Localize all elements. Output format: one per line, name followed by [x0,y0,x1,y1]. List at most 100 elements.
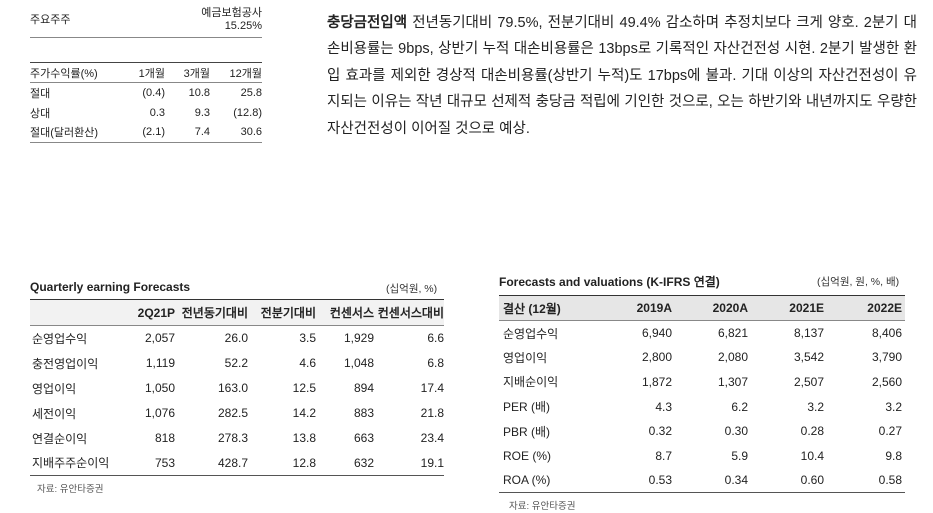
cell: 1,119 [145,356,175,370]
table-row: 지배주주순이익 753 428.7 12.8 632 19.1 [30,451,444,476]
cell: 3,542 [793,350,824,365]
cell: 2,057 [144,331,175,346]
table-row: PBR (배) 0.32 0.30 0.28 0.27 [499,419,905,444]
header-cell: 주가수익률(%) [30,67,98,80]
cell: 0.30 [724,424,748,439]
cell: 12.5 [292,381,316,395]
cell: 3.2 [807,399,824,414]
forecast-valuation-table: 결산 (12월) 2019A 2020A 2021E 2022E 순영업수익 6,… [499,295,905,493]
row-label: 영업이익 [32,381,77,396]
row-label: 영업이익 [503,350,548,365]
cell: 5.9 [731,448,748,463]
cell: (0.4) [142,86,165,99]
header-cell: 전분기대비 [260,306,316,320]
cell: 6.6 [427,331,444,346]
header-cell: 12개월 [229,67,262,80]
row-label: 상대 [30,107,51,120]
shareholder-name: 예금보험공사 [201,7,262,19]
header-cell: 컨센서스대비 [377,306,444,320]
table-row: 상대 0.3 9.3 (12.8) [30,103,262,123]
cell: 4.3 [655,399,672,414]
cell: 2,507 [793,374,824,389]
cell: 12.8 [292,455,316,470]
commentary-paragraph: 충당금전입액 전년동기대비 79.5%, 전분기대비 49.4% 감소하며 추정… [327,10,917,142]
cell: 19.1 [420,455,444,470]
forecast-table-title: Forecasts and valuations (K-IFRS 연결) [499,275,720,289]
row-label: ROE (%) [503,448,551,463]
paragraph-text: 전년동기대비 79.5%, 전분기대비 49.4% 감소하며 추정치보다 크게 … [327,15,917,137]
cell: 7.4 [194,126,210,139]
shareholder-label: 주요주주 [30,14,71,26]
table-row: 순영업수익 2,057 26.0 3.5 1,929 6.6 [30,326,444,351]
cell: 52.2 [224,356,248,370]
table-row: 지배순이익 1,872 1,307 2,507 2,560 [499,370,905,395]
cell: 3.2 [885,399,902,414]
table-row: 순영업수익 6,940 6,821 8,137 8,406 [499,321,905,346]
row-label: 순영업수익 [32,331,88,346]
table-row: 연결순이익 818 278.3 13.8 663 23.4 [30,426,444,451]
cell: 1,076 [144,406,175,420]
table-row: 영업이익 1,050 163.0 12.5 894 17.4 [30,376,444,401]
header-cell: 3개월 [183,67,210,80]
cell: 1,929 [343,331,374,346]
row-label: ROA (%) [503,473,551,488]
row-label: 지배주주순이익 [32,456,110,471]
cell: 1,307 [717,374,748,389]
cell: 2,080 [717,350,748,365]
cell: 163.0 [217,381,248,395]
row-label: 절대 [30,87,51,100]
cell: 3.5 [299,331,316,346]
quarterly-source: 자료: 유안타증권 [37,484,104,495]
cell: 3,790 [871,350,902,365]
table-row: 충전영업이익 1,119 52.2 4.6 1,048 6.8 [30,351,444,376]
cell: 2,800 [641,350,672,365]
table-row: 세전이익 1,076 282.5 14.2 883 21.8 [30,401,444,426]
cell: 0.3 [149,106,165,119]
row-label: 순영업수익 [503,326,559,341]
quarterly-table-title: Quarterly earning Forecasts [30,280,191,294]
cell: 0.32 [648,424,672,439]
table-row: ROA (%) 0.53 0.34 0.60 0.58 [499,468,905,493]
row-label: 연결순이익 [32,431,88,446]
header-cell: 결산 (12월) [503,301,561,316]
header-cell: 1개월 [138,67,165,80]
row-label: 충전영업이익 [32,356,99,371]
cell: 753 [154,455,175,470]
row-label: PBR (배) [503,424,551,439]
cell: 1,048 [343,356,374,370]
cell: 6.8 [427,356,444,370]
cell: 25.8 [240,86,262,99]
cell: 2,560 [871,374,902,389]
shareholder-pct: 15.25% [224,20,262,32]
cell: 6,821 [717,326,748,341]
cell: 8.7 [655,448,672,463]
row-label: PER (배) [503,400,551,415]
forecast-table-unit: (십억원, 원, %, 배) [817,276,900,288]
row-label: 지배순이익 [503,375,559,390]
header-cell: 2022E [867,301,902,315]
cell: 663 [353,431,374,445]
table-header-row: 결산 (12월) 2019A 2020A 2021E 2022E [499,295,905,321]
cell: 278.3 [217,431,248,445]
cell: 818 [154,431,175,445]
cell: 17.4 [420,381,444,395]
header-cell: 2020A [712,301,748,315]
cell: 30.6 [240,126,262,139]
header-cell: 전년동기대비 [181,306,248,320]
cell: 282.5 [217,406,248,420]
cell: 0.27 [878,424,902,439]
cell: 1,050 [144,381,175,395]
cell: 9.8 [885,448,902,463]
header-cell: 2Q21P [137,305,175,320]
header-cell: 2021E [789,301,824,315]
cell: 0.60 [800,473,824,488]
row-label: 절대(달러환산) [30,127,99,140]
cell: (2.1) [142,126,165,139]
cell: 6.2 [731,399,748,414]
row-label: 세전이익 [32,406,77,421]
cell: 21.8 [420,406,444,420]
header-cell: 2019A [636,301,672,315]
paragraph-keyword: 충당금전입액 [327,15,408,31]
cell: 6,940 [641,326,672,341]
cell: 0.34 [724,473,748,488]
